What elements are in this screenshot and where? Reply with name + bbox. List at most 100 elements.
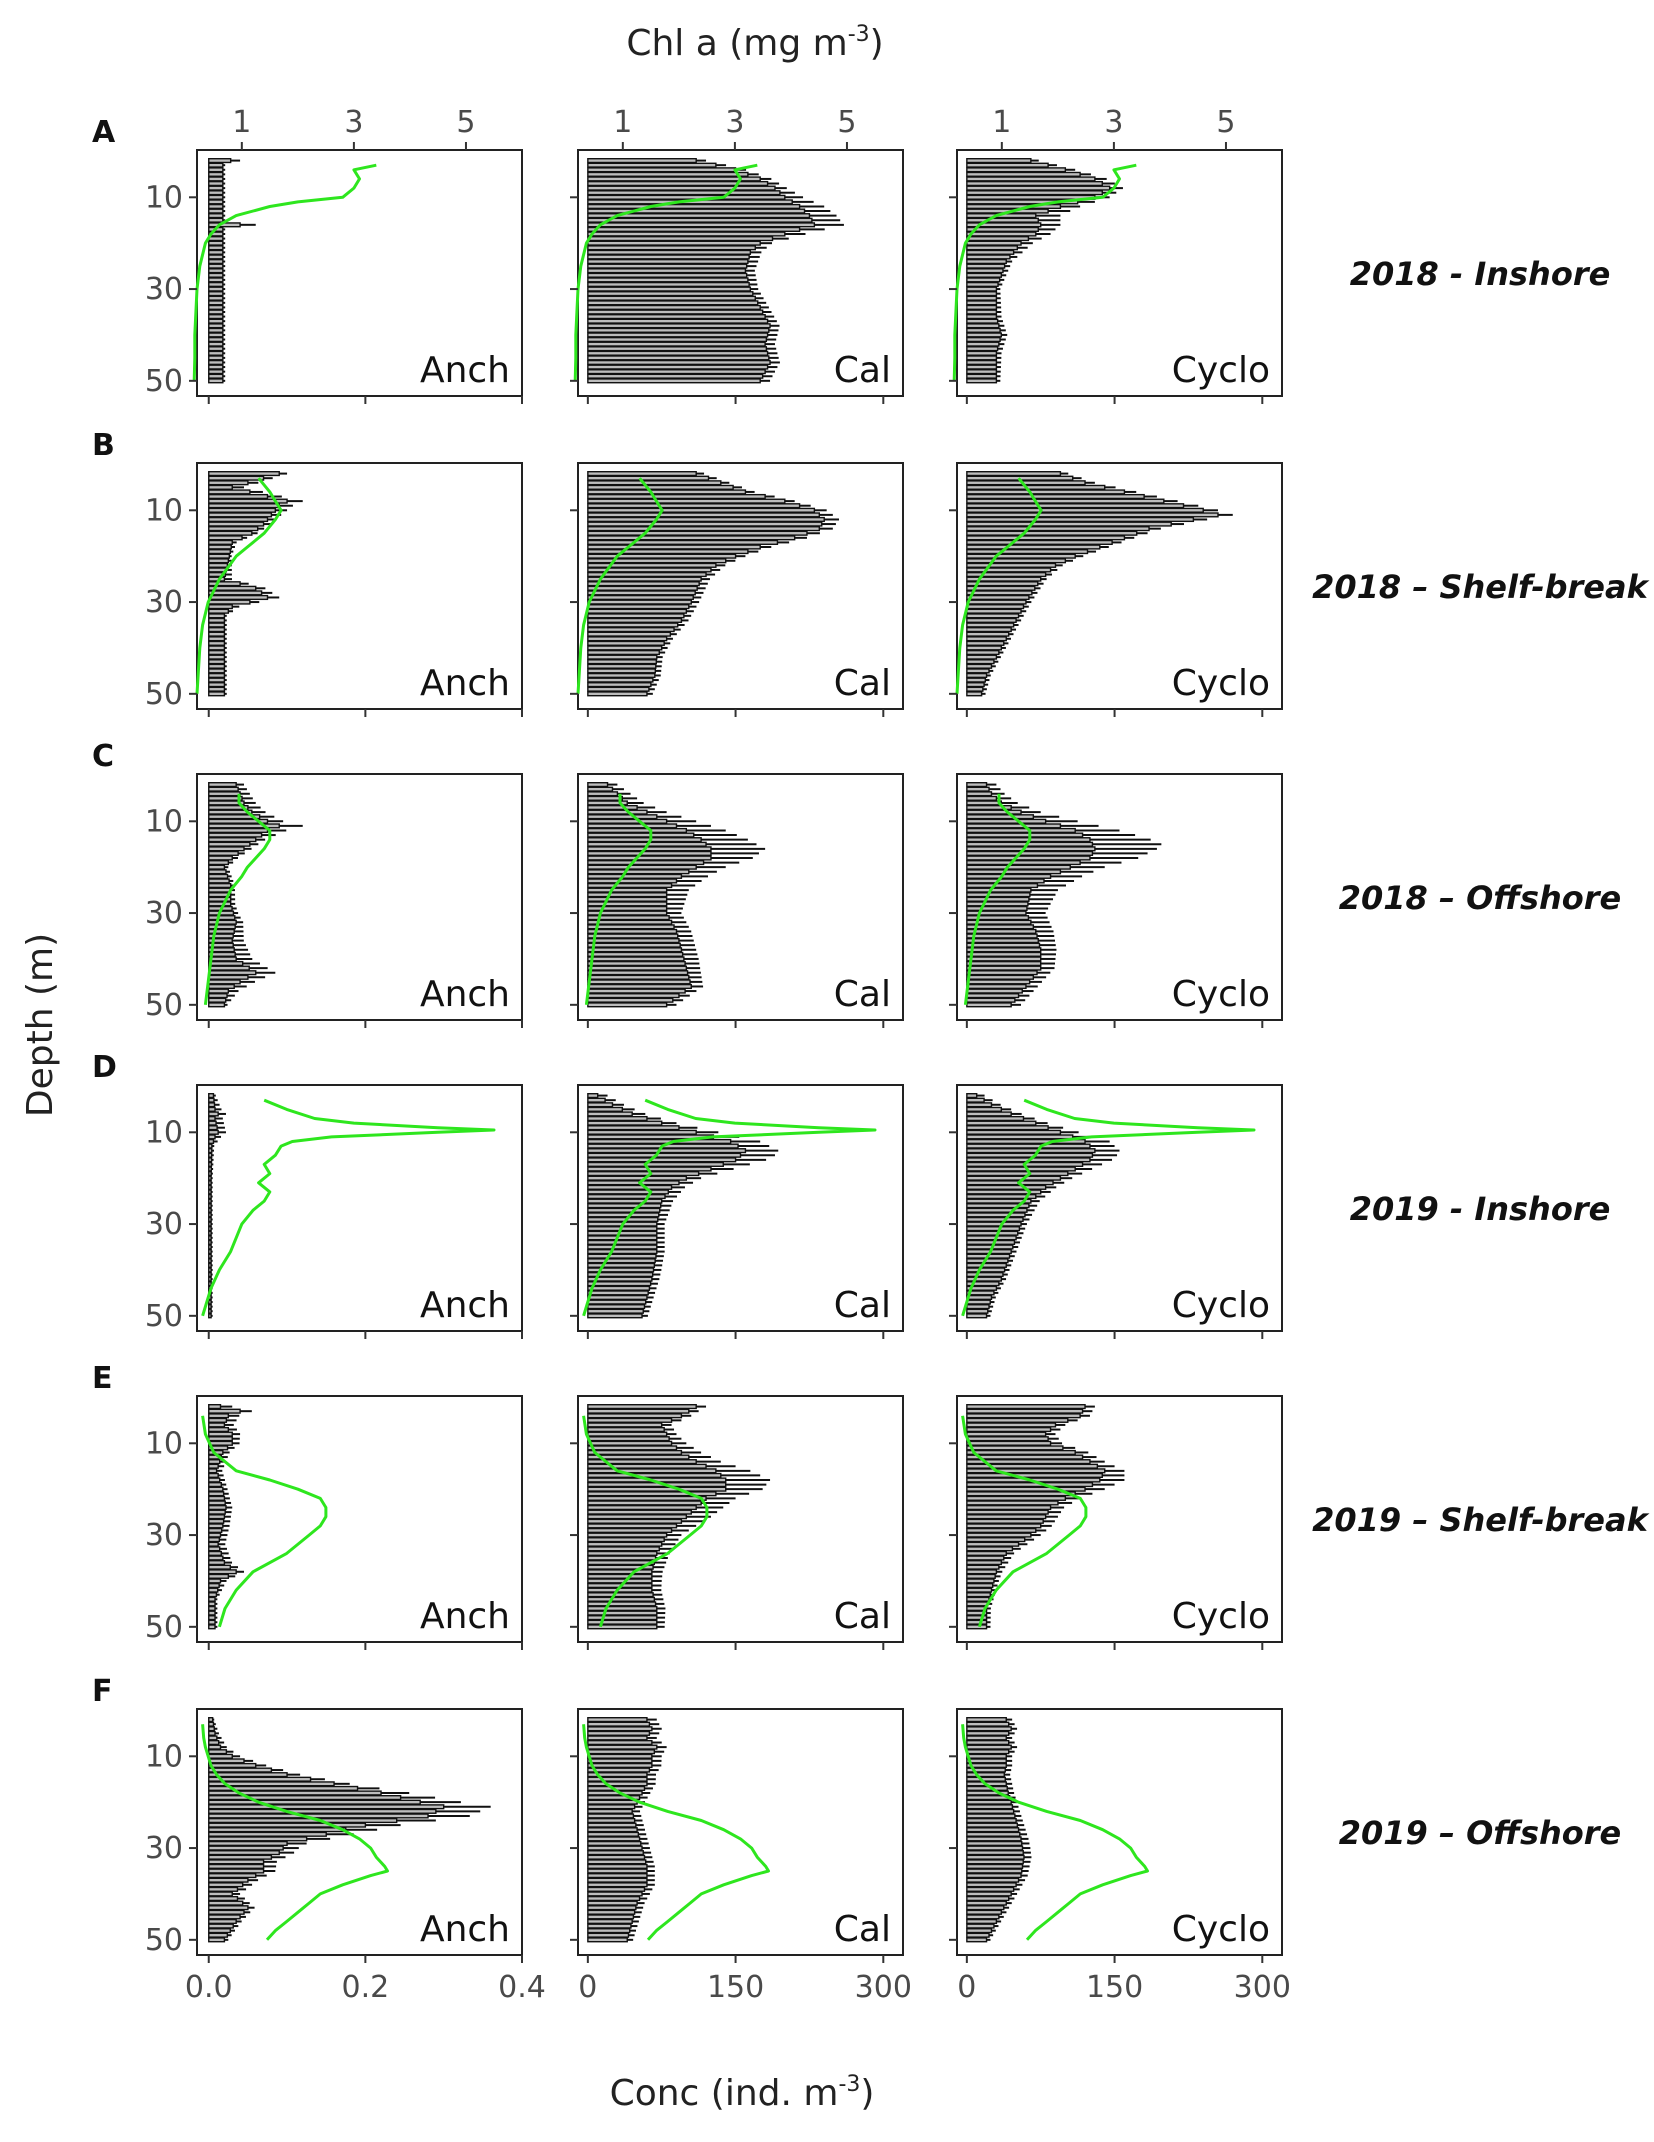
- bar: [966, 956, 1042, 962]
- bar: [966, 1840, 1023, 1847]
- bar: [966, 1111, 1012, 1117]
- bar: [208, 1900, 244, 1906]
- bar: [208, 1817, 398, 1824]
- bar: [966, 782, 988, 788]
- bar: [208, 1937, 226, 1943]
- bar: [208, 970, 257, 976]
- bar: [208, 1258, 212, 1264]
- bar: [966, 1532, 1032, 1538]
- bar: [966, 1304, 990, 1310]
- bar: [966, 1271, 1004, 1278]
- bar: [587, 581, 700, 587]
- bar: [208, 654, 226, 660]
- bar: [966, 1573, 996, 1579]
- bar: [966, 185, 1111, 191]
- bar: [966, 526, 1150, 532]
- bar: [208, 636, 226, 642]
- bar: [587, 1180, 680, 1186]
- bar: [966, 1937, 988, 1943]
- bar: [208, 622, 226, 628]
- bar: [587, 896, 668, 902]
- taxon-label: Cal: [834, 974, 891, 1015]
- bar: [966, 1886, 1015, 1892]
- bar: [587, 864, 697, 870]
- bar: [966, 341, 1000, 347]
- bar: [587, 1776, 648, 1782]
- bar: [966, 1436, 1049, 1442]
- bar: [208, 535, 243, 541]
- bar: [966, 1854, 1025, 1860]
- bar: [966, 359, 998, 366]
- bar: [208, 873, 229, 879]
- taxon-label: Anch: [420, 1596, 510, 1637]
- bar: [966, 1827, 1020, 1833]
- bar: [966, 1550, 1007, 1556]
- taxon-label: Cal: [834, 350, 891, 391]
- bar: [208, 691, 226, 697]
- bar: [208, 1836, 308, 1842]
- bar: [587, 1592, 654, 1598]
- bar: [208, 1753, 233, 1759]
- bar: [966, 1102, 993, 1108]
- bar: [966, 318, 999, 324]
- bar: [966, 809, 1022, 815]
- bar: [966, 938, 1039, 944]
- bar: [208, 167, 224, 173]
- bar: [208, 1426, 230, 1433]
- bar: [966, 1859, 1024, 1865]
- bar: [587, 988, 686, 994]
- bar: [208, 539, 233, 545]
- bar: [587, 1129, 697, 1135]
- bar: [208, 782, 237, 788]
- bar: [966, 1808, 1015, 1814]
- bar: [966, 1758, 1007, 1764]
- bar: [208, 1831, 327, 1837]
- bar: [587, 809, 648, 815]
- bar: [587, 549, 749, 555]
- bar: [966, 846, 1096, 852]
- bar: [208, 1111, 219, 1117]
- bar: [587, 594, 694, 601]
- taxon-label: Anch: [420, 663, 510, 704]
- bar: [587, 1258, 656, 1264]
- bar: [966, 231, 1037, 237]
- bar: [208, 507, 277, 513]
- bar: [208, 341, 224, 347]
- bar: [208, 199, 224, 205]
- bar: [587, 832, 695, 838]
- bar: [966, 1730, 1010, 1736]
- bar: [966, 1426, 1052, 1433]
- bottom-tick-label: 0: [957, 1970, 976, 2005]
- bar: [208, 677, 226, 683]
- bar: [208, 795, 243, 801]
- bar: [587, 1198, 663, 1204]
- taxon-label: Anch: [420, 1285, 510, 1326]
- bar: [587, 286, 752, 292]
- bar: [587, 277, 749, 283]
- bar: [208, 1891, 233, 1897]
- bar: [208, 1721, 215, 1727]
- bar: [966, 1877, 1020, 1883]
- bar: [966, 832, 1084, 838]
- bar: [587, 1610, 658, 1616]
- panel-frame: [956, 149, 1283, 397]
- bar: [587, 928, 678, 934]
- bar: [587, 1914, 635, 1920]
- bar: [587, 194, 786, 200]
- bar: [208, 1523, 224, 1529]
- bar: [966, 539, 1113, 545]
- top-axis-title-close: ): [870, 23, 884, 64]
- bar: [966, 1900, 1007, 1906]
- bar: [966, 1440, 1052, 1446]
- bar: [966, 997, 1016, 1003]
- panel-f-anch: Anch 10 30 500.0 0.2 0.4: [145, 1708, 546, 2005]
- bar: [966, 947, 1042, 953]
- bar: [966, 622, 1015, 628]
- bar: [208, 190, 224, 196]
- bar: [966, 1799, 1012, 1805]
- bar: [966, 1408, 1084, 1414]
- bar: [208, 1578, 222, 1584]
- bar: [966, 530, 1138, 536]
- bar: [208, 1767, 273, 1773]
- bar: [208, 864, 226, 870]
